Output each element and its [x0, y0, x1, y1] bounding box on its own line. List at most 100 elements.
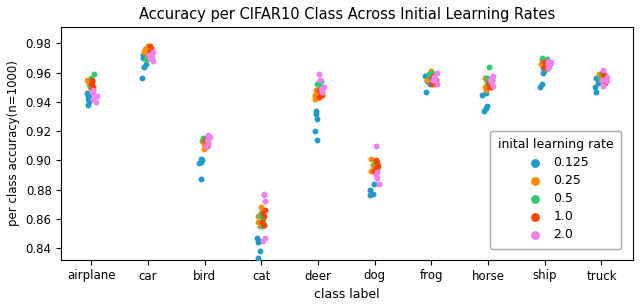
0.125	[84, 94, 94, 99]
1.0	[316, 92, 326, 97]
1.0	[543, 66, 553, 71]
1.0	[371, 165, 381, 170]
0.125	[369, 181, 379, 186]
0.125	[196, 156, 206, 161]
2.0	[319, 85, 329, 90]
2.0	[543, 66, 553, 71]
2.0	[374, 181, 385, 186]
0.25	[366, 156, 376, 161]
1.0	[86, 86, 97, 91]
0.25	[483, 82, 493, 87]
0.25	[482, 80, 492, 85]
0.25	[255, 224, 265, 229]
0.125	[481, 91, 492, 95]
0.5	[198, 137, 208, 142]
0.125	[538, 70, 548, 75]
2.0	[432, 82, 442, 87]
0.5	[202, 140, 212, 145]
0.25	[200, 143, 210, 148]
0.25	[366, 168, 376, 173]
0.125	[365, 193, 375, 198]
0.5	[84, 83, 95, 88]
1.0	[598, 71, 608, 76]
2.0	[488, 83, 499, 88]
2.0	[203, 140, 213, 145]
1.0	[369, 168, 380, 173]
0.5	[598, 76, 609, 81]
0.25	[480, 76, 490, 81]
2.0	[203, 133, 213, 138]
1.0	[314, 95, 324, 100]
2.0	[259, 193, 269, 198]
0.5	[315, 83, 325, 88]
0.25	[367, 162, 378, 167]
0.5	[145, 48, 155, 53]
1.0	[486, 85, 497, 90]
0.125	[253, 240, 263, 245]
0.5	[314, 80, 324, 85]
1.0	[314, 88, 324, 93]
0.5	[598, 73, 609, 78]
0.125	[196, 159, 206, 164]
2.0	[372, 170, 382, 175]
0.5	[482, 76, 492, 81]
1.0	[145, 45, 156, 50]
2.0	[88, 88, 98, 93]
0.125	[310, 108, 321, 113]
2.0	[259, 192, 269, 197]
0.25	[142, 54, 152, 59]
Title: Accuracy per CIFAR10 Class Across Initial Learning Rates: Accuracy per CIFAR10 Class Across Initia…	[139, 7, 556, 22]
0.125	[479, 108, 490, 113]
0.125	[196, 158, 207, 163]
2.0	[88, 91, 99, 95]
1.0	[146, 54, 156, 59]
0.5	[372, 170, 382, 175]
2.0	[147, 54, 157, 59]
0.5	[198, 136, 209, 141]
2.0	[486, 80, 497, 85]
0.125	[593, 80, 603, 85]
2.0	[484, 77, 495, 82]
Y-axis label: per class accuracy(n=1000): per class accuracy(n=1000)	[7, 61, 20, 226]
1.0	[87, 80, 97, 85]
0.125	[83, 94, 93, 99]
0.125	[590, 85, 600, 90]
0.25	[143, 44, 153, 49]
2.0	[543, 61, 553, 66]
0.5	[316, 85, 326, 90]
0.5	[537, 55, 547, 60]
0.5	[258, 217, 268, 221]
0.25	[199, 142, 209, 147]
0.5	[255, 213, 265, 218]
0.125	[312, 137, 323, 142]
0.125	[193, 161, 204, 166]
0.5	[595, 77, 605, 82]
0.25	[253, 219, 264, 224]
0.125	[535, 85, 545, 90]
0.5	[372, 159, 383, 164]
1.0	[371, 161, 381, 166]
1.0	[200, 137, 211, 142]
0.25	[425, 70, 435, 75]
2.0	[602, 75, 612, 79]
0.25	[257, 209, 267, 214]
0.25	[87, 79, 97, 84]
0.125	[136, 76, 147, 81]
1.0	[597, 77, 607, 82]
0.25	[84, 80, 95, 85]
0.25	[536, 61, 546, 66]
0.125	[138, 55, 148, 60]
0.25	[593, 71, 604, 76]
0.25	[596, 73, 607, 78]
0.5	[371, 167, 381, 172]
2.0	[597, 77, 607, 82]
0.5	[542, 66, 552, 71]
0.125	[420, 89, 431, 94]
2.0	[372, 176, 382, 180]
1.0	[430, 82, 440, 87]
0.5	[144, 54, 154, 59]
2.0	[431, 70, 442, 75]
0.5	[202, 139, 212, 144]
1.0	[259, 213, 269, 218]
0.125	[254, 238, 264, 243]
